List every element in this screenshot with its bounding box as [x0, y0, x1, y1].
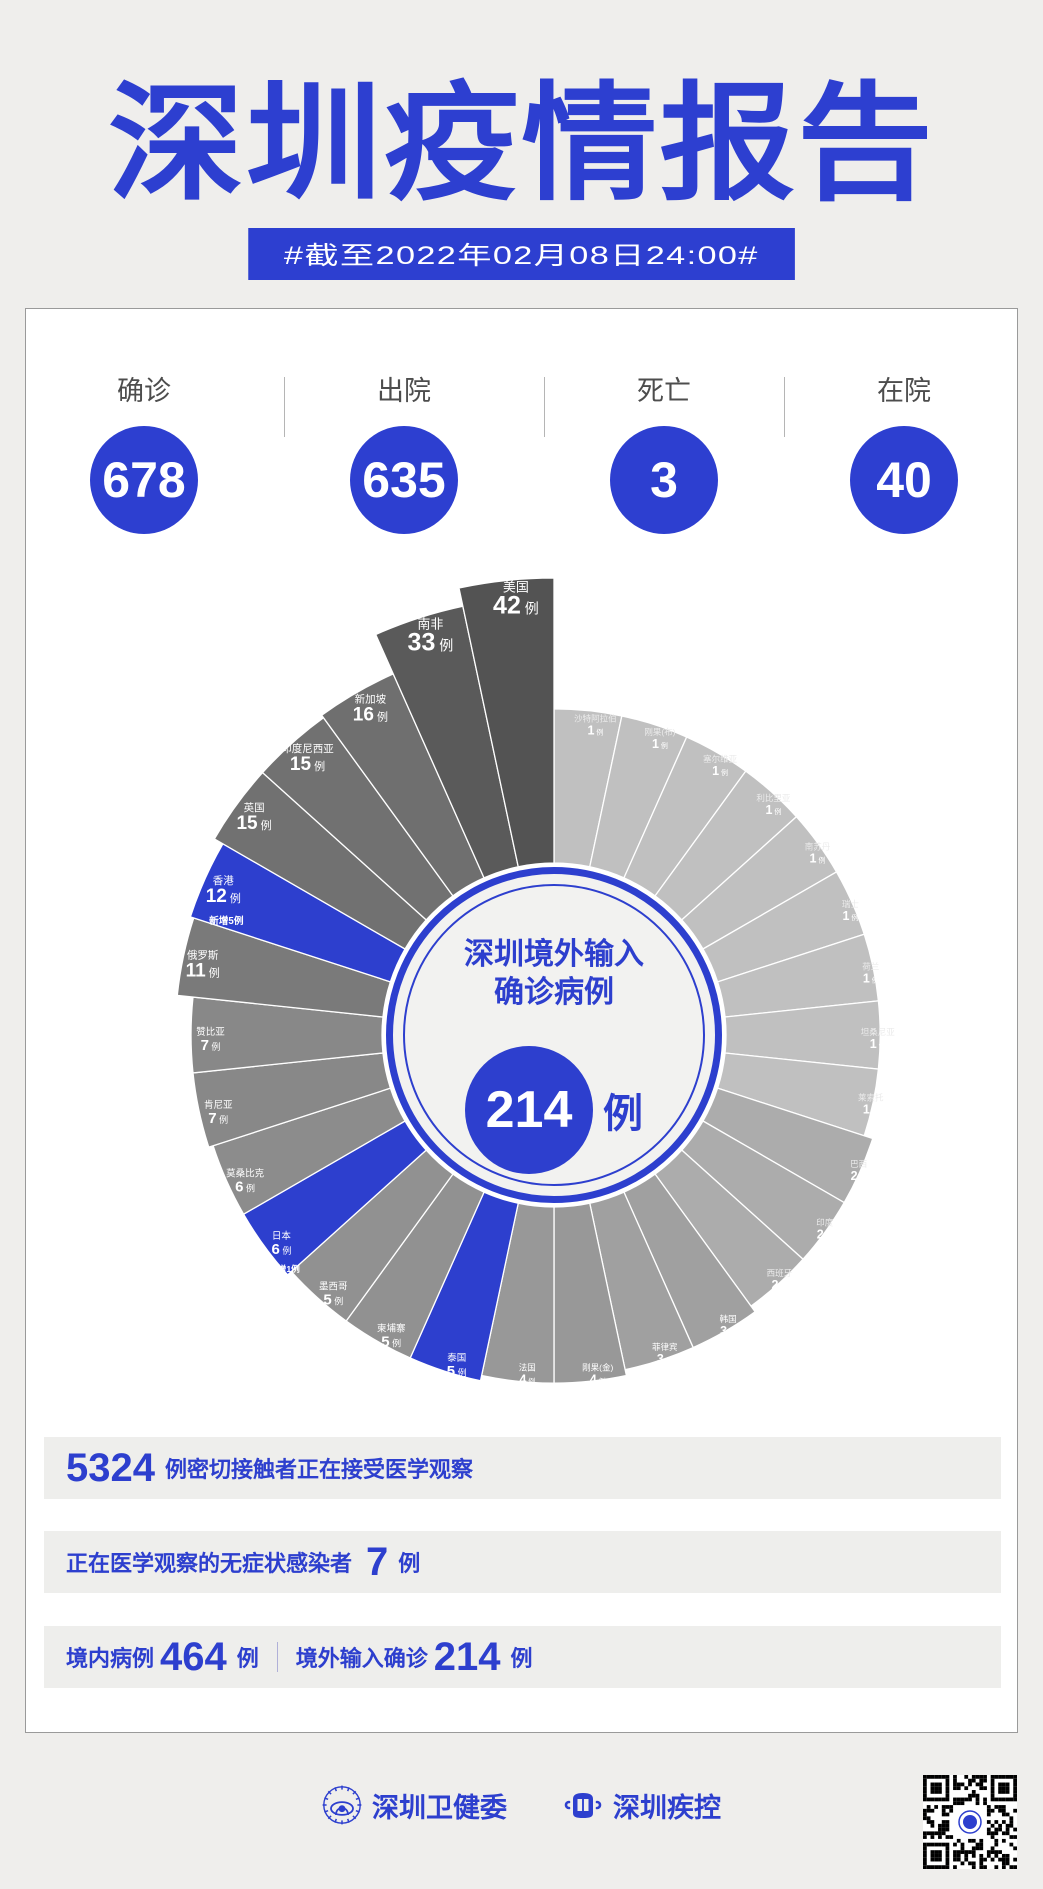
svg-text:沙特阿拉伯: 沙特阿拉伯 [574, 714, 617, 724]
svg-text:南苏丹: 南苏丹 [805, 842, 831, 852]
svg-text:新增5例: 新增5例 [209, 914, 244, 927]
svg-text:刚果(布): 刚果(布) [644, 727, 675, 737]
svg-text:利比里亚: 利比里亚 [756, 793, 791, 803]
svg-text:坦桑尼亚: 坦桑尼亚 [861, 1027, 896, 1037]
svg-text:荷兰: 荷兰 [862, 962, 879, 972]
svg-text:瑞士: 瑞士 [842, 899, 860, 909]
svg-text:印度: 印度 [816, 1218, 834, 1228]
svg-text:莫桑比克: 莫桑比克 [226, 1167, 265, 1179]
svg-text:刚果(金): 刚果(金) [582, 1362, 613, 1372]
svg-text:西班牙: 西班牙 [767, 1268, 793, 1278]
svg-text:菲律宾: 菲律宾 [652, 1342, 678, 1352]
svg-text:莱索托: 莱索托 [858, 1093, 884, 1103]
svg-text:新增1例: 新增1例 [269, 1263, 300, 1274]
svg-text:新增1例: 新增1例 [444, 1385, 475, 1396]
svg-text:法国: 法国 [519, 1362, 536, 1372]
svg-text:巴西: 巴西 [850, 1159, 867, 1169]
svg-text:塞尔维亚: 塞尔维亚 [703, 754, 738, 764]
svg-text:韩国: 韩国 [720, 1314, 737, 1324]
